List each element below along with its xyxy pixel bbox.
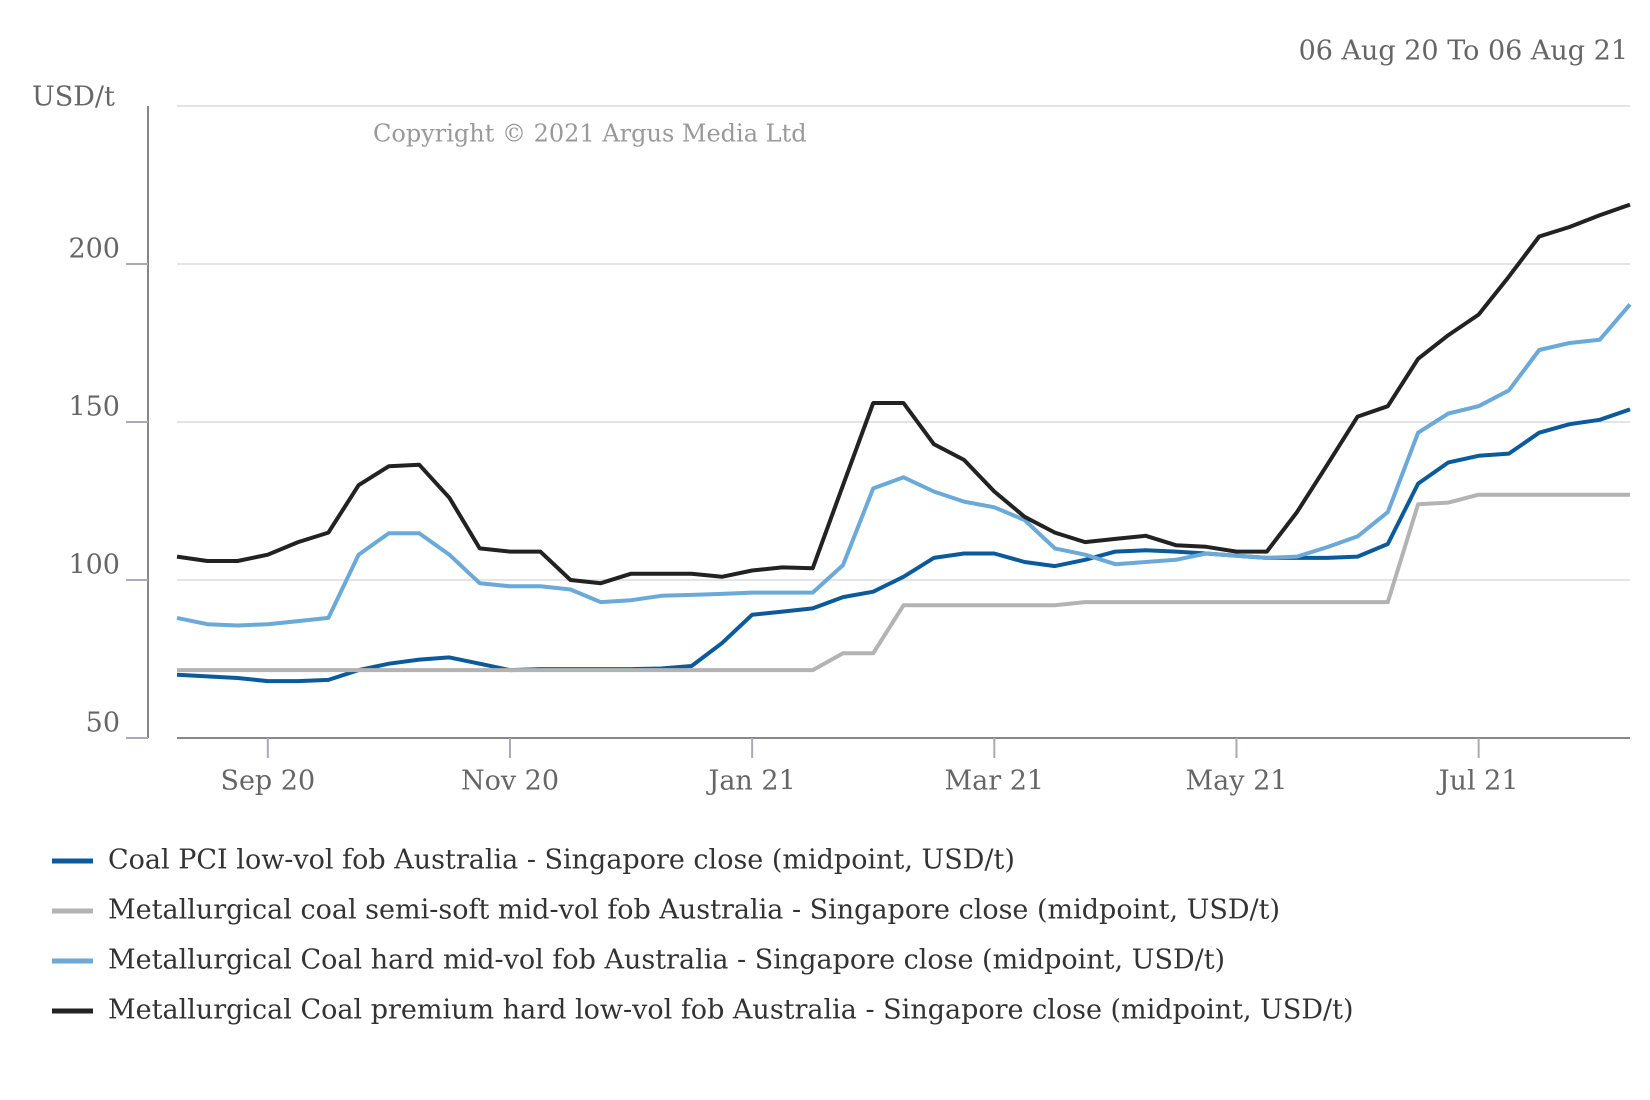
y-tick-label: 50: [86, 708, 120, 739]
x-tick-label: Jul 21: [1436, 766, 1519, 797]
x-tick-label: Nov 20: [461, 766, 559, 797]
legend-label: Metallurgical Coal premium hard low-vol …: [108, 995, 1354, 1026]
legend-label: Coal PCI low-vol fob Australia - Singapo…: [108, 845, 1015, 876]
x-tick-label: Jan 21: [706, 766, 796, 797]
series-line: [176, 407, 1631, 684]
x-tick-label: May 21: [1186, 766, 1288, 797]
legend-label: Metallurgical coal semi-soft mid-vol fob…: [108, 895, 1280, 926]
y-tick-label: 150: [68, 392, 120, 423]
series-line: [176, 202, 1631, 586]
y-tick-label: 100: [68, 550, 120, 581]
x-tick-label: Sep 20: [220, 766, 315, 797]
copyright: Copyright © 2021 Argus Media Ltd: [373, 120, 807, 148]
y-axis-label: USD/t: [32, 82, 115, 113]
series-line: [176, 303, 1632, 628]
date-range: 06 Aug 20 To 06 Aug 21: [1299, 36, 1628, 67]
y-tick-label: 200: [68, 234, 120, 265]
x-tick-label: Mar 21: [945, 766, 1045, 797]
legend-label: Metallurgical Coal hard mid-vol fob Aust…: [108, 945, 1225, 976]
series-line: [177, 492, 1630, 673]
